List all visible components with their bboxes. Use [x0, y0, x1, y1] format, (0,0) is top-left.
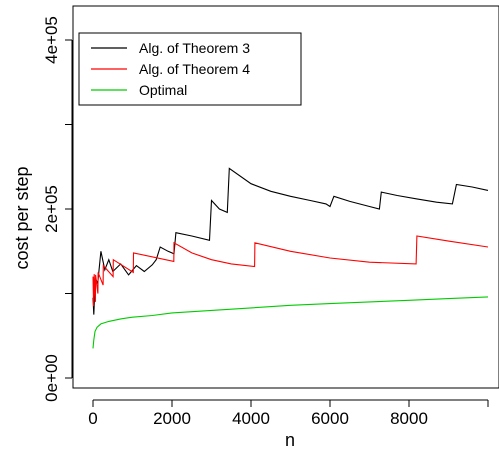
y-tick-label: 0e+00 — [42, 354, 61, 402]
plot-frame — [72, 5, 499, 389]
series-layer — [92, 167, 489, 349]
x-tick-label: 0 — [88, 409, 97, 428]
x-axis-title: n — [285, 430, 295, 450]
legend: Alg. of Theorem 3 Alg. of Theorem 4 Optima… — [78, 32, 302, 106]
y-axis-title: cost per step — [12, 166, 32, 269]
y-axis: 0e+00 2e+05 4e+05 — [42, 16, 73, 402]
y-tick-label: 4e+05 — [42, 16, 61, 64]
x-tick-label: 8000 — [390, 409, 428, 428]
legend-label: Alg. of Theorem 4 — [139, 61, 250, 77]
x-tick-label: 4000 — [232, 409, 270, 428]
y-tick-label: 2e+05 — [42, 185, 61, 233]
plot-box — [72, 5, 499, 389]
x-tick-label: 6000 — [311, 409, 349, 428]
series-line-1 — [92, 167, 489, 315]
legend-label: Optimal — [139, 82, 187, 98]
series-line-3 — [92, 296, 489, 349]
x-tick-label: 2000 — [153, 409, 191, 428]
legend-label: Alg. of Theorem 3 — [139, 40, 250, 56]
series-line-2 — [92, 235, 489, 307]
x-axis: 0 2000 4000 6000 8000 — [88, 399, 489, 428]
